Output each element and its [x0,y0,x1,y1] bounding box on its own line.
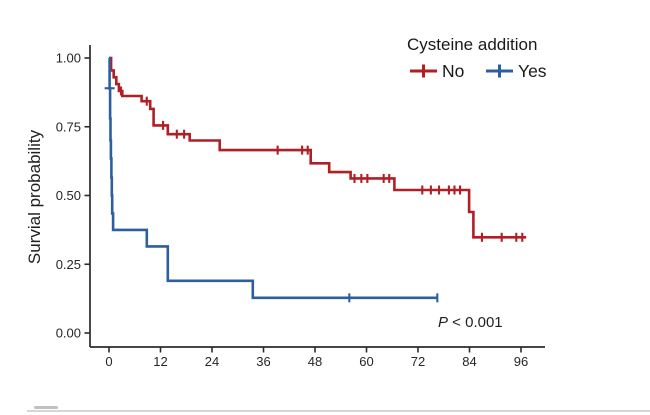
x-tick-label: 12 [153,354,167,369]
y-tick-label: 0.75 [56,119,81,134]
x-tick-label: 84 [462,354,476,369]
y-tick-label: 0.00 [56,326,81,341]
y-tick-label: 1.00 [56,51,81,66]
y-axis-ticks: 1.00 0.75 0.50 0.25 0.00 [56,51,90,341]
legend-label-yes: Yes [518,61,547,81]
x-tick-label: 0 [105,354,112,369]
survival-curve-yes [108,56,438,300]
y-tick-label: 0.50 [56,188,81,203]
y-axis-title: Survial probability [25,129,44,264]
page-divider [27,410,650,412]
legend-key-yes-icon [486,64,513,78]
x-tick-label: 96 [514,354,528,369]
p-value-symbol: P [438,314,448,331]
series-yes [104,56,439,303]
x-tick-label: 72 [411,354,425,369]
legend-title: Cysteine addition [407,35,537,54]
x-tick-label: 48 [308,354,322,369]
series-no [109,56,527,242]
plot-axes: 1.00 0.75 0.50 0.25 0.00 0 12 24 36 48 60 72 84 96 [56,45,545,369]
survival-curve-no [109,56,527,239]
x-tick-label: 36 [256,354,270,369]
page-artifact-mark [34,406,58,409]
p-value-text: < 0.001 [448,314,503,331]
p-value-annotation: P < 0.001 [438,314,503,331]
y-tick-label: 0.25 [56,257,81,272]
x-tick-label: 60 [359,354,373,369]
survival-curves [104,56,527,303]
x-tick-label: 24 [205,354,219,369]
legend-key-no-icon [410,64,437,78]
legend-label-no: No [442,61,464,81]
legend: Cysteine addition No Yes [407,35,547,81]
x-axis-ticks: 0 12 24 36 48 60 72 84 96 [105,347,528,369]
